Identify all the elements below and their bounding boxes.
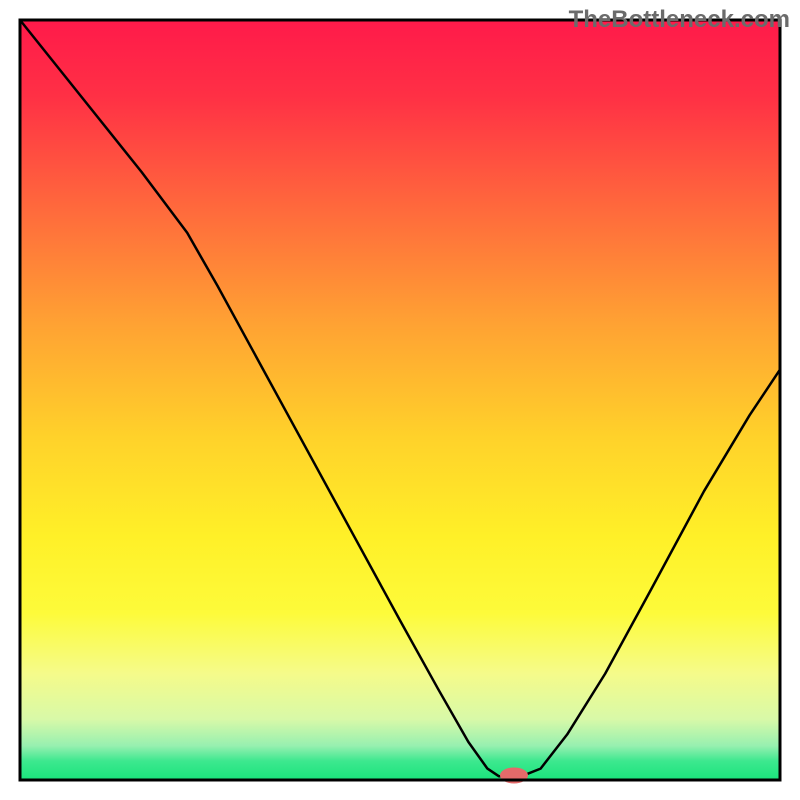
bottleneck-chart: TheBottleneck.com xyxy=(0,0,800,800)
watermark-text: TheBottleneck.com xyxy=(569,6,790,34)
plot-background xyxy=(20,20,780,780)
chart-svg xyxy=(0,0,800,800)
